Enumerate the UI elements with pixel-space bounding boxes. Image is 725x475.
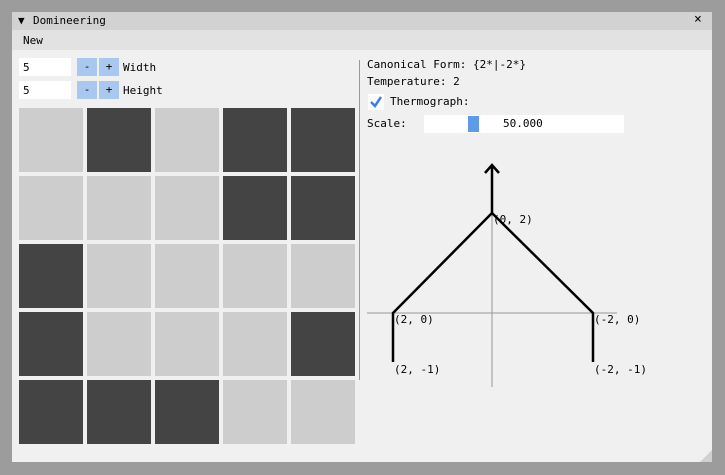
resize-grip[interactable]	[700, 450, 712, 462]
cell[interactable]	[223, 244, 287, 308]
cell[interactable]	[291, 312, 355, 376]
cell[interactable]	[223, 380, 287, 444]
temperature: Temperature: 2	[367, 75, 460, 88]
cell[interactable]	[155, 176, 219, 240]
point-label: (2, -1)	[394, 363, 441, 376]
width-plus[interactable]: +	[99, 58, 119, 76]
canonical-form: Canonical Form: {2*|-2*}	[367, 58, 526, 71]
cell[interactable]	[291, 244, 355, 308]
cell[interactable]	[87, 312, 151, 376]
cell[interactable]	[19, 380, 83, 444]
cell[interactable]	[87, 108, 151, 172]
cell[interactable]	[19, 244, 83, 308]
point-label: (0, 2)	[493, 213, 533, 226]
close-button[interactable]: ×	[694, 12, 702, 27]
cell[interactable]	[19, 312, 83, 376]
cell[interactable]	[223, 108, 287, 172]
width-input[interactable]	[19, 58, 71, 76]
width-value: 5	[23, 61, 30, 74]
thermograph-label: Thermograph:	[390, 95, 470, 108]
cell[interactable]	[155, 244, 219, 308]
height-minus[interactable]: -	[77, 81, 97, 99]
width-label: Width	[123, 61, 157, 74]
point-label: (2, 0)	[394, 313, 434, 326]
cell[interactable]	[291, 176, 355, 240]
collapse-arrow[interactable]: ▼	[18, 14, 25, 27]
title-bar	[12, 12, 712, 30]
cell[interactable]	[223, 176, 287, 240]
cell[interactable]	[155, 312, 219, 376]
separator	[359, 60, 360, 380]
menu-bar	[12, 30, 712, 50]
scale-label: Scale:	[367, 117, 407, 130]
cell[interactable]	[87, 244, 151, 308]
menu-item[interactable]: New	[23, 34, 43, 47]
slider-handle[interactable]	[468, 116, 479, 132]
height-label: Height	[123, 84, 163, 97]
height-value: 5	[23, 84, 30, 97]
board	[19, 108, 355, 444]
cell[interactable]	[291, 108, 355, 172]
height-plus[interactable]: +	[99, 81, 119, 99]
cell[interactable]	[87, 380, 151, 444]
cell[interactable]	[155, 380, 219, 444]
cell[interactable]	[223, 312, 287, 376]
cell[interactable]	[291, 380, 355, 444]
point-label: (-2, -1)	[594, 363, 647, 376]
window-title: Domineering	[33, 14, 106, 27]
width-minus[interactable]: -	[77, 58, 97, 76]
cell[interactable]	[19, 108, 83, 172]
cell[interactable]	[87, 176, 151, 240]
point-label: (-2, 0)	[594, 313, 641, 326]
cell[interactable]	[155, 108, 219, 172]
checkmark	[370, 96, 383, 108]
thermograph-line	[391, 163, 595, 362]
cell[interactable]	[19, 176, 83, 240]
scale-value: 50.000	[503, 117, 543, 130]
height-input[interactable]	[19, 81, 71, 99]
checkbox[interactable]	[368, 94, 384, 110]
